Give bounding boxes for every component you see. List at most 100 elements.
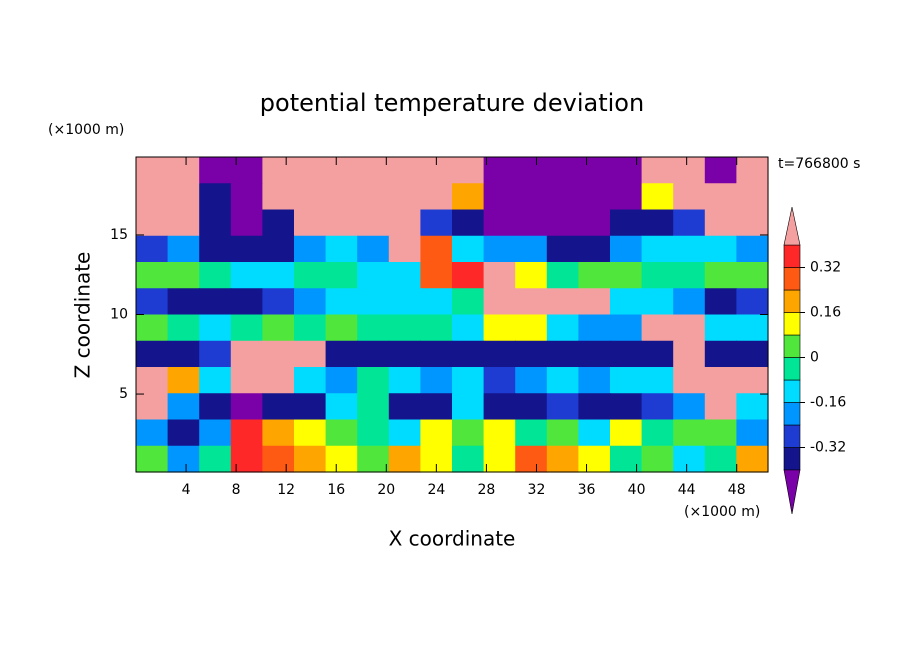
contour-cell xyxy=(199,340,232,368)
contour-cell xyxy=(452,183,485,211)
contour-cell xyxy=(515,419,548,447)
contour-cell xyxy=(483,262,516,289)
contour-cell xyxy=(294,288,327,316)
contour-cell xyxy=(294,235,327,263)
contour-cell xyxy=(704,314,737,342)
contour-cell xyxy=(641,262,674,289)
contour-cell xyxy=(641,340,674,368)
contour-cell xyxy=(388,340,421,368)
contour-cell xyxy=(325,367,358,394)
contour-cell xyxy=(515,393,548,421)
contour-cell xyxy=(704,393,737,421)
contour-cell xyxy=(704,288,737,316)
x-unit: (×1000 m) xyxy=(684,504,760,520)
contour-field xyxy=(136,157,769,473)
y-unit: (×1000 m) xyxy=(48,122,124,138)
contour-cell xyxy=(578,209,611,237)
contour-cell xyxy=(230,340,263,368)
contour-cell xyxy=(704,367,737,394)
contour-cell xyxy=(483,235,516,263)
contour-cell xyxy=(167,314,200,342)
contour-cell xyxy=(136,288,169,316)
contour-cell xyxy=(736,262,769,289)
x-tick-label: 24 xyxy=(427,482,445,498)
contour-cell xyxy=(420,314,453,342)
contour-cell xyxy=(199,235,232,263)
contour-cell xyxy=(452,262,485,289)
contour-cell xyxy=(452,393,485,421)
contour-cell xyxy=(136,419,169,447)
contour-cell xyxy=(452,367,485,394)
contour-cell xyxy=(325,288,358,316)
contour-cell xyxy=(452,340,485,368)
contour-cell xyxy=(136,367,169,394)
contour-cell xyxy=(546,262,579,289)
contour-cell xyxy=(357,445,390,473)
contour-cell xyxy=(262,340,295,368)
contour-cell xyxy=(578,419,611,447)
contour-cell xyxy=(136,157,169,184)
contour-cell xyxy=(294,367,327,394)
contour-cell xyxy=(357,235,390,263)
contour-cell xyxy=(357,157,390,184)
colorbar-box xyxy=(783,244,801,268)
contour-cell xyxy=(673,340,706,368)
contour-cell xyxy=(357,367,390,394)
contour-cell xyxy=(199,445,232,473)
contour-cell xyxy=(420,262,453,289)
time-annotation: t=766800 s xyxy=(778,156,860,172)
contour-cell xyxy=(262,235,295,263)
y-tick-label: 15 xyxy=(110,227,128,243)
contour-cell xyxy=(388,314,421,342)
contour-cell xyxy=(325,183,358,211)
contour-cell xyxy=(546,314,579,342)
contour-cell xyxy=(262,288,295,316)
contour-cell xyxy=(483,340,516,368)
contour-cell xyxy=(736,314,769,342)
x-tick-label: 32 xyxy=(528,482,546,498)
contour-cell xyxy=(167,340,200,368)
contour-cell xyxy=(452,209,485,237)
contour-cell xyxy=(641,288,674,316)
contour-cell xyxy=(483,288,516,316)
contour-cell xyxy=(199,262,232,289)
x-tick-label: 28 xyxy=(478,482,496,498)
contour-cell xyxy=(736,340,769,368)
contour-cell xyxy=(641,183,674,211)
contour-cell xyxy=(578,393,611,421)
contour-cell xyxy=(673,183,706,211)
contour-cell xyxy=(515,209,548,237)
contour-cell xyxy=(546,288,579,316)
contour-cell xyxy=(515,445,548,473)
contour-cell xyxy=(199,157,232,184)
contour-cell xyxy=(452,419,485,447)
contour-cell xyxy=(704,235,737,263)
contour-cell xyxy=(230,235,263,263)
x-tick-label: 40 xyxy=(628,482,646,498)
contour-cell xyxy=(167,157,200,184)
contour-cell xyxy=(388,183,421,211)
contour-cell xyxy=(325,393,358,421)
contour-cell xyxy=(452,314,485,342)
contour-cell xyxy=(167,183,200,211)
contour-cell xyxy=(610,157,643,184)
contour-cell xyxy=(167,262,200,289)
y-tick-label: 5 xyxy=(119,386,128,402)
contour-cell xyxy=(325,340,358,368)
contour-cell xyxy=(515,367,548,394)
contour-cell xyxy=(136,262,169,289)
contour-cell xyxy=(546,157,579,184)
contour-cell xyxy=(230,419,263,447)
contour-cell xyxy=(294,393,327,421)
contour-cell xyxy=(325,445,358,473)
contour-cell xyxy=(578,235,611,263)
contour-cell xyxy=(483,445,516,473)
contour-cell xyxy=(578,367,611,394)
contour-cell xyxy=(546,419,579,447)
contour-cell xyxy=(610,393,643,421)
contour-cell xyxy=(357,340,390,368)
contour-cell xyxy=(578,445,611,473)
contour-cell xyxy=(136,209,169,237)
contour-cell xyxy=(230,209,263,237)
